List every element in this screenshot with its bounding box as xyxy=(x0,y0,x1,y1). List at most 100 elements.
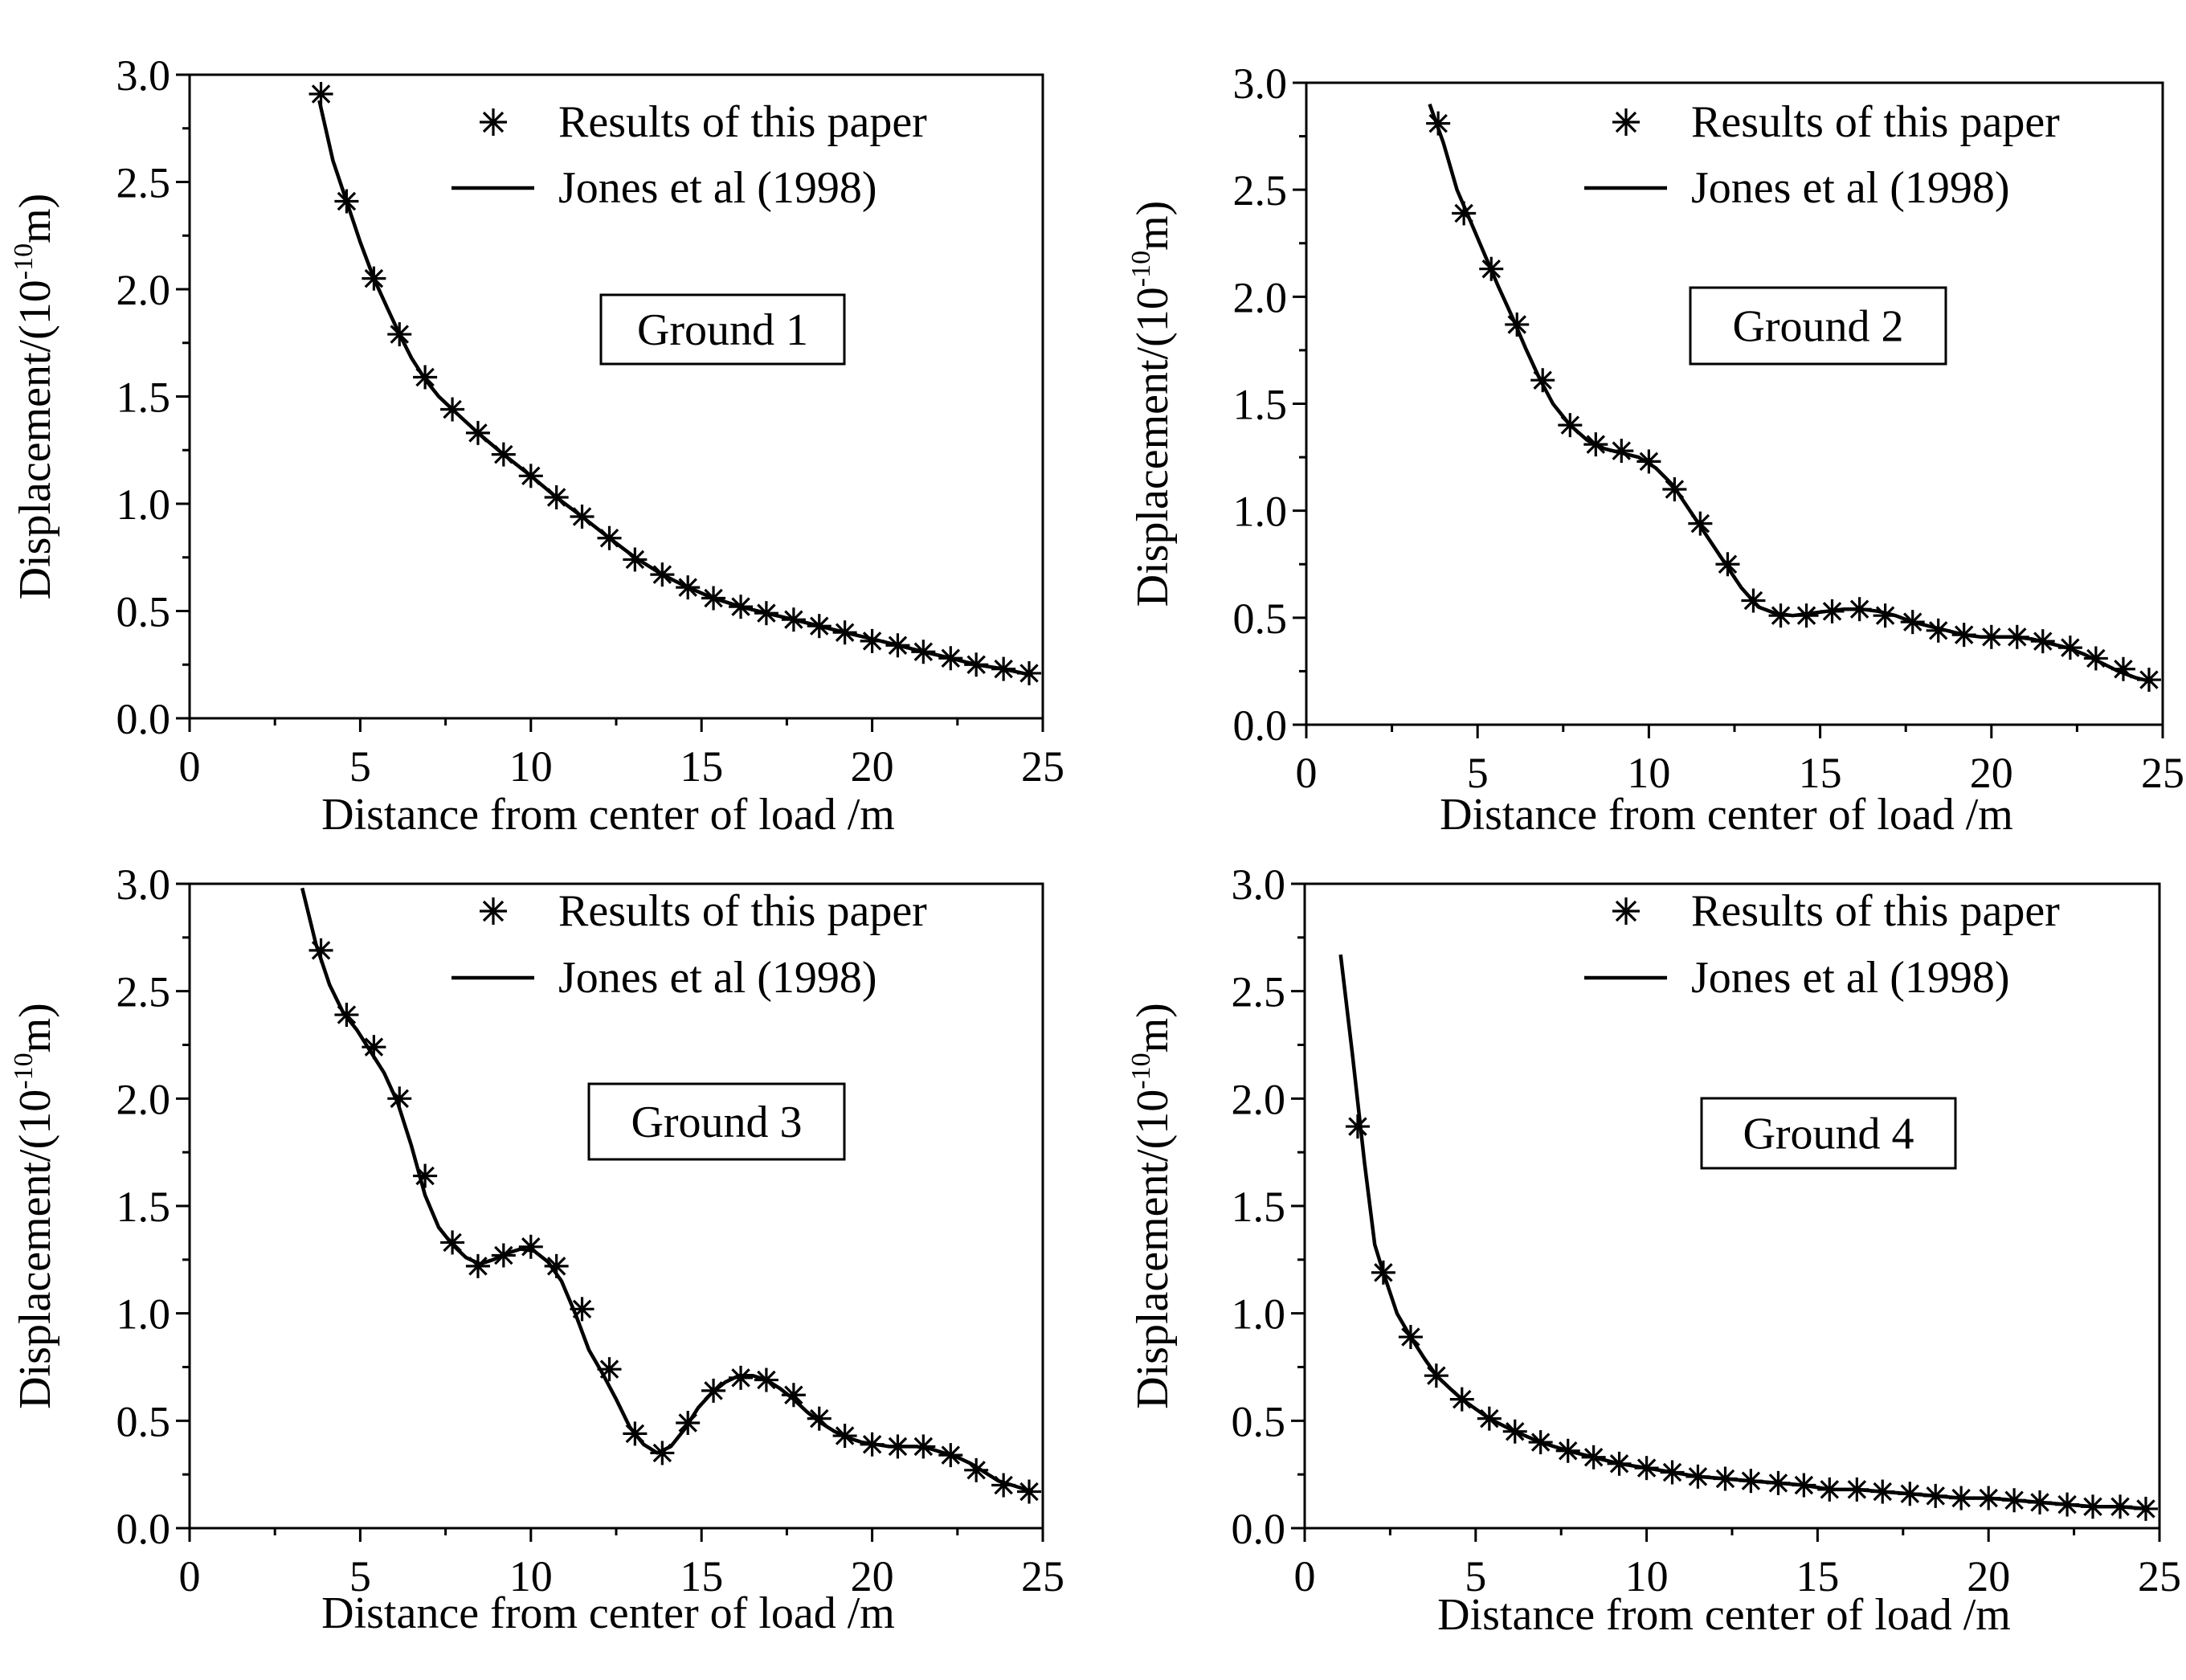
x-tick-label: 5 xyxy=(1467,749,1489,797)
y-tick-label: 1.5 xyxy=(116,374,171,422)
x-tick-label: 20 xyxy=(851,742,894,791)
chart-panel-1: 0 5 10 15 20 25 0.0 0.5 1.0 1.5 2.0 2.5 3.0 Distance … xyxy=(9,51,1064,840)
y-axis-label-unit: m) xyxy=(1128,201,1178,251)
legend-label-jones: Jones et al (1998) xyxy=(558,163,877,213)
y-axis-label-exponent: -10 xyxy=(9,1053,39,1089)
y-axis-label: Displacement/(10-10m) xyxy=(9,194,60,600)
y-axis-label-exponent: -10 xyxy=(1126,1053,1156,1089)
y-tick-label: 0.5 xyxy=(1232,1397,1286,1445)
y-tick-label: 1.5 xyxy=(116,1183,171,1231)
x-axis-label: Distance from center of load /m xyxy=(321,1588,895,1638)
x-tick-label: 15 xyxy=(680,1552,723,1600)
x-tick-label: 10 xyxy=(509,742,553,791)
legend-marker-symbol xyxy=(1612,108,1640,136)
legend-marker-symbol xyxy=(480,897,507,925)
y-tick-label: 0.5 xyxy=(116,588,171,636)
annotation-box xyxy=(1689,286,1947,366)
x-tick-label: 5 xyxy=(349,742,371,791)
x-tick-label: 5 xyxy=(1465,1552,1486,1600)
y-axis-label-unit: m) xyxy=(1128,1003,1178,1053)
y-tick-label: 0.0 xyxy=(1233,701,1288,750)
y-axis-label-exponent: -10 xyxy=(1126,251,1156,287)
x-tick-label: 0 xyxy=(1294,1552,1316,1600)
data-point-marker xyxy=(387,1086,412,1111)
y-axis-label: Displacement/(10-10m) xyxy=(1126,1003,1178,1409)
x-tick-label: 0 xyxy=(179,742,201,791)
series-line-jones xyxy=(317,100,1033,677)
x-axis-label: Distance from center of load /m xyxy=(321,790,895,840)
series-markers-results xyxy=(1345,1114,2158,1521)
y-tick-label: 1.0 xyxy=(1232,1290,1286,1339)
legend: Results of this paper Jones et al (1998) xyxy=(1584,97,2060,213)
x-tick-label: 20 xyxy=(1967,1552,2010,1600)
data-point-marker xyxy=(781,1383,806,1408)
series-line-jones xyxy=(1428,103,2153,684)
y-axis-label-main: Displacement/(10 xyxy=(1128,287,1178,607)
legend: Results of this paper Jones et al (1998) xyxy=(452,97,927,213)
series-line-jones xyxy=(1338,954,2147,1511)
x-axis-label: Distance from center of load /m xyxy=(1437,1590,2011,1640)
y-axis-label-main: Displacement/(10 xyxy=(10,1089,60,1409)
y-tick-label: 0.0 xyxy=(116,695,171,743)
annotation-label: Ground 2 xyxy=(1732,302,1903,352)
chart-panel-2: 0 5 10 15 20 25 0.0 0.5 1.0 1.5 2.0 2.5 3.0 Distance … xyxy=(1126,59,2184,840)
x-tick-label: 25 xyxy=(1021,1552,1064,1600)
series-markers-results xyxy=(308,938,1042,1504)
legend-label-jones: Jones et al (1998) xyxy=(1691,953,2010,1003)
x-tick-label: 0 xyxy=(179,1552,201,1600)
y-axis-label-unit: m) xyxy=(10,1003,60,1053)
x-tick-label: 10 xyxy=(1625,1552,1669,1600)
x-tick-label: 20 xyxy=(1970,749,2013,797)
legend-marker-symbol xyxy=(1612,897,1640,925)
legend-label-results: Results of this paper xyxy=(1691,886,2060,936)
y-tick-label: 0.0 xyxy=(116,1505,171,1553)
y-tick-label: 0.5 xyxy=(116,1397,171,1445)
chart-panel-3: 0 5 10 15 20 25 0.0 0.5 1.0 1.5 2.0 2.5 3.0 Distance … xyxy=(9,860,1064,1638)
y-tick-label: 1.0 xyxy=(1233,488,1288,536)
y-axis-label: Displacement/(10-10m) xyxy=(1126,201,1178,607)
y-axis-label: Displacement/(10-10m) xyxy=(9,1003,60,1409)
chart-panel-4: 0 5 10 15 20 25 0.0 0.5 1.0 1.5 2.0 2.5 3.0 Distance … xyxy=(1126,860,2181,1640)
legend-label-results: Results of this paper xyxy=(558,97,927,147)
y-tick-label: 0.0 xyxy=(1232,1505,1286,1553)
legend-label-jones: Jones et al (1998) xyxy=(558,953,877,1003)
y-tick-label: 1.5 xyxy=(1233,381,1288,429)
y-tick-label: 2.0 xyxy=(116,266,171,314)
y-tick-label: 0.5 xyxy=(1233,595,1288,643)
y-tick-label: 2.0 xyxy=(116,1075,171,1123)
x-tick-label: 25 xyxy=(2138,1552,2181,1600)
x-tick-label: 5 xyxy=(349,1552,371,1600)
y-tick-label: 2.0 xyxy=(1232,1075,1286,1123)
x-tick-label: 15 xyxy=(1796,1552,1839,1600)
y-tick-label: 3.0 xyxy=(1232,860,1286,909)
y-tick-label: 2.0 xyxy=(1233,273,1288,321)
x-tick-label: 15 xyxy=(680,742,723,791)
y-tick-label: 2.5 xyxy=(1232,968,1286,1016)
data-point-marker xyxy=(1530,368,1555,393)
annotation-box xyxy=(1700,1097,1957,1170)
annotation-box xyxy=(587,1082,846,1161)
x-tick-label: 10 xyxy=(509,1552,553,1600)
annotation-label: Ground 1 xyxy=(637,305,808,355)
y-axis-label-unit: m) xyxy=(10,194,60,243)
y-tick-label: 2.5 xyxy=(116,159,171,207)
data-point-marker xyxy=(1345,1114,1370,1139)
legend: Results of this paper Jones et al (1998) xyxy=(452,886,927,1003)
x-tick-label: 20 xyxy=(851,1552,894,1600)
y-axis-label-main: Displacement/(10 xyxy=(10,280,60,599)
legend-label-jones: Jones et al (1998) xyxy=(1691,163,2010,213)
y-tick-label: 3.0 xyxy=(1233,59,1288,108)
annotation-label: Ground 3 xyxy=(631,1098,802,1147)
series-line-jones xyxy=(300,887,1033,1494)
x-tick-label: 25 xyxy=(2141,749,2184,797)
legend-label-results: Results of this paper xyxy=(558,886,927,936)
y-tick-label: 3.0 xyxy=(116,860,171,909)
y-tick-label: 2.5 xyxy=(116,968,171,1016)
annotation-box xyxy=(599,293,846,366)
y-axis-label-exponent: -10 xyxy=(9,243,39,280)
y-tick-label: 1.0 xyxy=(116,1290,171,1339)
y-tick-label: 1.0 xyxy=(116,480,171,529)
y-tick-label: 3.0 xyxy=(116,51,171,100)
x-tick-label: 0 xyxy=(1296,749,1318,797)
